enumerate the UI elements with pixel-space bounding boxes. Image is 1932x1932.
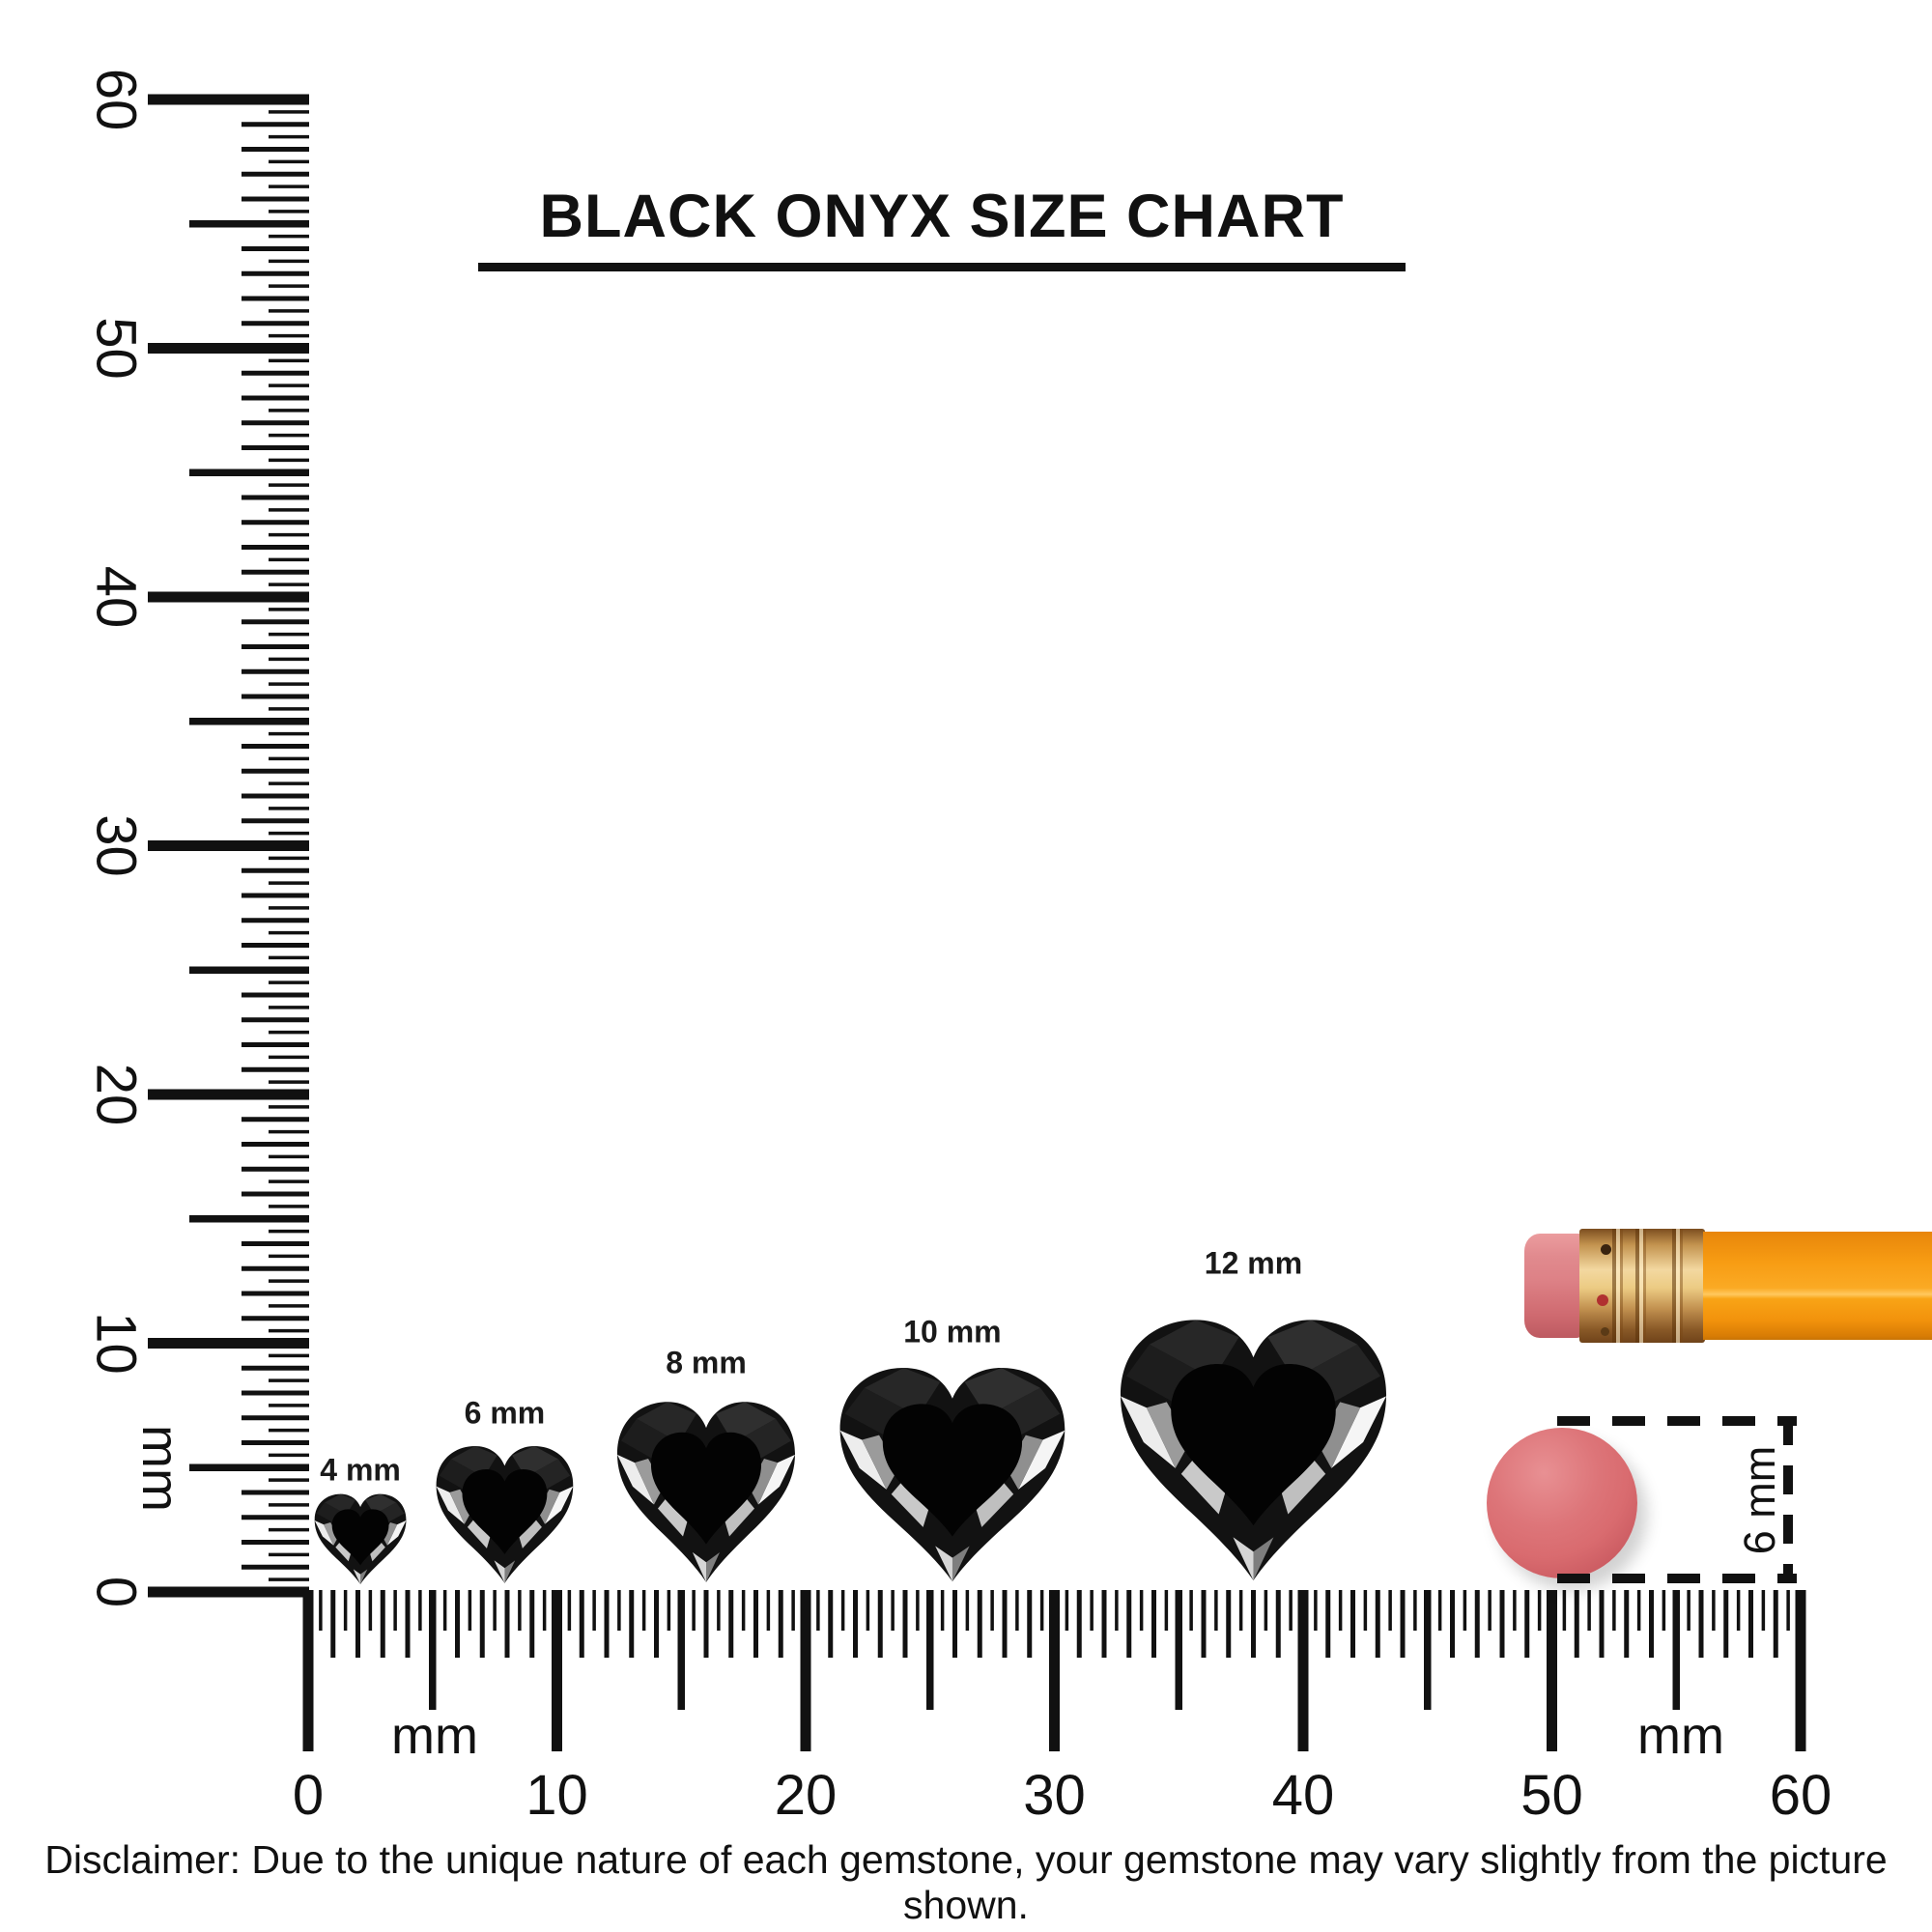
ruler-number: 0 [293, 1764, 324, 1827]
gem-heart-4mm [314, 1493, 407, 1584]
gem-size-label: 10 mm [903, 1314, 1002, 1350]
gem-row [314, 1320, 1387, 1584]
ferrule-rivet-dot [1601, 1327, 1609, 1336]
ferrule-rivet-dot [1601, 1244, 1611, 1255]
ferrule-crimp-ring [1612, 1229, 1628, 1343]
vertical-ruler-unit-label: mm [131, 1425, 189, 1512]
gem-heart-12mm [1120, 1320, 1387, 1581]
gem-size-label: 12 mm [1204, 1245, 1303, 1281]
ruler-number: 40 [85, 566, 148, 629]
ruler-number: 40 [1272, 1764, 1335, 1827]
ruler-number: 10 [85, 1312, 148, 1375]
ruler-number: 30 [1023, 1764, 1086, 1827]
pencil-ferrule [1579, 1229, 1705, 1343]
ruler-number: 60 [1770, 1764, 1833, 1827]
ruler-number: 10 [526, 1764, 588, 1827]
horizontal-ruler-unit-label-left: mm [391, 1707, 478, 1765]
ruler-number: 20 [85, 1064, 148, 1126]
ruler-number: 60 [85, 69, 148, 131]
eraser-size-label: 6 mm [1735, 1445, 1784, 1555]
gem-heart-6mm [436, 1446, 574, 1583]
ferrule-rivet-dot [1597, 1294, 1608, 1306]
ruler-number: 50 [1520, 1764, 1583, 1827]
gem-heart-8mm [617, 1402, 795, 1582]
pencil-eraser-tip [1524, 1234, 1582, 1338]
horizontal-ruler-unit-label-right: mm [1637, 1707, 1724, 1765]
ruler-number: 50 [85, 317, 148, 380]
horizontal-ruler-numbers: 0 10 20 30 40 50 60 [293, 1764, 1832, 1827]
vertical-ruler-numbers: 0 10 20 30 40 50 60 [85, 69, 148, 1607]
ruler-number: 0 [85, 1577, 148, 1607]
measure-dash-top [1557, 1416, 1797, 1426]
ruler-number: 20 [775, 1764, 838, 1827]
gem-heart-10mm [839, 1367, 1065, 1582]
ferrule-crimp-ring [1635, 1229, 1651, 1343]
pencil-body [1703, 1232, 1932, 1340]
gem-size-label: 6 mm [464, 1395, 546, 1431]
measure-dash-bottom [1557, 1574, 1797, 1583]
ruler-number: 30 [85, 814, 148, 877]
round-eraser [1487, 1428, 1637, 1578]
horizontal-ruler-ticks [302, 1590, 1806, 1751]
measure-dash-right [1783, 1416, 1793, 1583]
page-title: BLACK ONYX SIZE CHART [478, 182, 1406, 271]
gem-size-label: 4 mm [320, 1452, 401, 1488]
pencil [1524, 1229, 1932, 1343]
vertical-ruler-ticks [148, 94, 309, 1598]
ferrule-crimp-ring [1672, 1229, 1688, 1343]
gem-size-label: 8 mm [666, 1345, 747, 1380]
disclaimer-text: Disclaimer: Due to the unique nature of … [44, 1837, 1888, 1927]
